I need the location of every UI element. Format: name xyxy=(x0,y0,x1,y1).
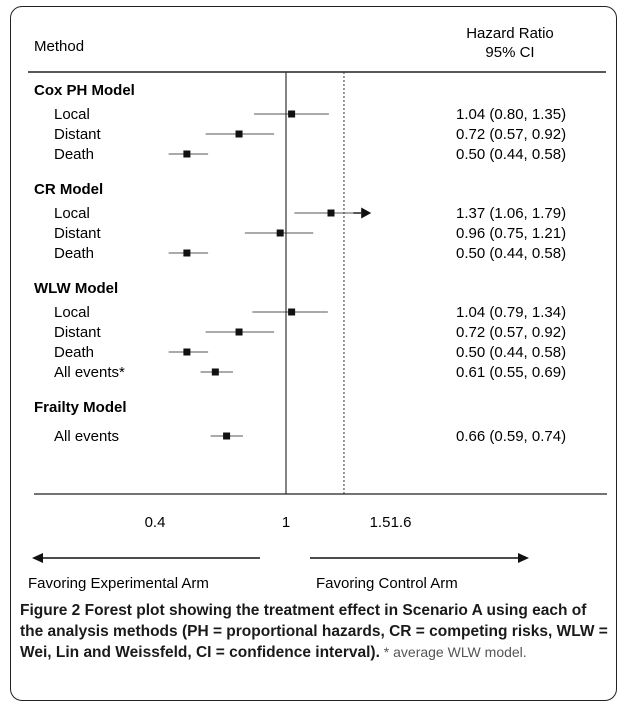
point-estimate xyxy=(211,368,219,376)
group-label: CR Model xyxy=(34,181,103,198)
group-label: Cox PH Model xyxy=(34,82,135,99)
hr-ci-value: 0.66 (0.59, 0.74) xyxy=(456,428,566,445)
row-label: Local xyxy=(54,304,90,321)
x-tick-label: 1.5 xyxy=(370,514,391,531)
row-label: Death xyxy=(54,344,94,361)
x-tick-label: 1 xyxy=(282,514,290,531)
figure-caption-text: Forest plot showing the treatment effect… xyxy=(20,602,608,661)
row-label: Local xyxy=(54,106,90,123)
hr-ci-value: 0.96 (0.75, 1.21) xyxy=(456,225,566,242)
ci-header: 95% CI xyxy=(485,44,534,61)
hr-ci-value: 0.72 (0.57, 0.92) xyxy=(456,126,566,143)
point-estimate xyxy=(183,249,191,257)
favoring-control-label: Favoring Control Arm xyxy=(316,575,458,592)
favoring-right-arrowhead xyxy=(518,553,529,563)
hr-ci-value: 0.72 (0.57, 0.92) xyxy=(456,324,566,341)
hr-ci-value: 0.50 (0.44, 0.58) xyxy=(456,245,566,262)
x-tick-label: 1.6 xyxy=(391,514,412,531)
point-estimate xyxy=(327,209,335,217)
hr-ci-value: 0.50 (0.44, 0.58) xyxy=(456,146,566,163)
point-estimate xyxy=(235,130,243,138)
figure-caption-note: * average WLW model. xyxy=(379,644,527,660)
point-estimate xyxy=(235,328,243,336)
row-label: Distant xyxy=(54,126,102,143)
point-estimate xyxy=(183,348,191,356)
hr-ci-value: 0.50 (0.44, 0.58) xyxy=(456,344,566,361)
row-label: Death xyxy=(54,245,94,262)
row-label: Distant xyxy=(54,324,102,341)
row-label: Distant xyxy=(54,225,102,242)
group-label: Frailty Model xyxy=(34,399,127,416)
hr-ci-value: 1.04 (0.80, 1.35) xyxy=(456,106,566,123)
point-estimate xyxy=(276,229,284,237)
row-label: All events* xyxy=(54,364,125,381)
figure-caption-label: Figure 2 xyxy=(20,602,81,619)
hr-ci-value: 0.61 (0.55, 0.69) xyxy=(456,364,566,381)
row-label: All events xyxy=(54,428,119,445)
hr-ci-value: 1.37 (1.06, 1.79) xyxy=(456,205,566,222)
method-header: Method xyxy=(34,38,84,55)
favoring-left-arrowhead xyxy=(32,553,43,563)
hr-ci-value: 1.04 (0.79, 1.34) xyxy=(456,304,566,321)
row-label: Death xyxy=(54,146,94,163)
x-tick-label: 0.4 xyxy=(145,514,166,531)
point-estimate xyxy=(183,150,191,158)
figure-frame xyxy=(10,6,617,701)
point-estimate xyxy=(223,432,231,440)
forest-plot: Method Hazard Ratio 95% CI Cox PH Model L… xyxy=(28,25,607,592)
hazard-ratio-header: Hazard Ratio xyxy=(466,25,554,42)
point-estimate xyxy=(288,308,296,316)
point-estimate xyxy=(288,110,296,118)
row-label: Local xyxy=(54,205,90,222)
favoring-experimental-label: Favoring Experimental Arm xyxy=(28,575,209,592)
ci-arrow-head xyxy=(361,207,372,219)
group-label: WLW Model xyxy=(34,280,118,297)
figure-caption: Figure 2 Forest plot showing the treatme… xyxy=(20,600,610,663)
